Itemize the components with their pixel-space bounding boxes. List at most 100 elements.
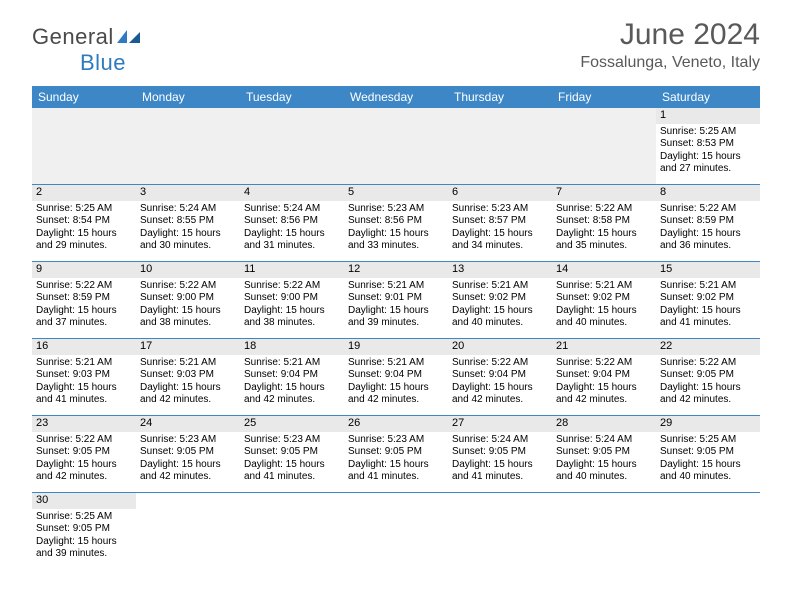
sunset-text: Sunset: 8:53 PM	[660, 138, 756, 151]
calendar-day-cell: 9Sunrise: 5:22 AMSunset: 8:59 PMDaylight…	[32, 262, 136, 338]
sunset-text: Sunset: 9:04 PM	[244, 369, 340, 382]
day-number: 11	[240, 262, 344, 278]
calendar-day-cell: 29Sunrise: 5:25 AMSunset: 9:05 PMDayligh…	[656, 416, 760, 492]
daylight-text: and 42 minutes.	[348, 394, 444, 407]
sunset-text: Sunset: 8:55 PM	[140, 215, 236, 228]
calendar-day-cell: 23Sunrise: 5:22 AMSunset: 9:05 PMDayligh…	[32, 416, 136, 492]
daylight-text: Daylight: 15 hours	[36, 459, 132, 472]
calendar-empty-cell	[552, 493, 656, 569]
sunrise-text: Sunrise: 5:24 AM	[244, 203, 340, 216]
daylight-text: and 31 minutes.	[244, 240, 340, 253]
logo-text-general: General	[32, 24, 114, 49]
weekday-header: Saturday	[656, 86, 760, 108]
daylight-text: Daylight: 15 hours	[660, 459, 756, 472]
daylight-text: and 39 minutes.	[348, 317, 444, 330]
calendar-day-cell: 6Sunrise: 5:23 AMSunset: 8:57 PMDaylight…	[448, 185, 552, 261]
daylight-text: and 37 minutes.	[36, 317, 132, 330]
calendar-empty-cell	[344, 108, 448, 184]
sunrise-text: Sunrise: 5:21 AM	[36, 357, 132, 370]
calendar-day-cell: 1Sunrise: 5:25 AMSunset: 8:53 PMDaylight…	[656, 108, 760, 184]
day-number: 9	[32, 262, 136, 278]
day-number: 8	[656, 185, 760, 201]
weekday-header: Tuesday	[240, 86, 344, 108]
sunrise-text: Sunrise: 5:23 AM	[348, 203, 444, 216]
sunset-text: Sunset: 9:03 PM	[36, 369, 132, 382]
day-number: 17	[136, 339, 240, 355]
weekday-header: Wednesday	[344, 86, 448, 108]
day-number: 3	[136, 185, 240, 201]
daylight-text: and 41 minutes.	[348, 471, 444, 484]
calendar-week-row: 9Sunrise: 5:22 AMSunset: 8:59 PMDaylight…	[32, 262, 760, 339]
sunrise-text: Sunrise: 5:22 AM	[556, 203, 652, 216]
sunset-text: Sunset: 9:05 PM	[36, 446, 132, 459]
daylight-text: and 34 minutes.	[452, 240, 548, 253]
sunrise-text: Sunrise: 5:22 AM	[660, 203, 756, 216]
day-number: 30	[32, 493, 136, 509]
daylight-text: Daylight: 15 hours	[244, 382, 340, 395]
calendar-week-row: 16Sunrise: 5:21 AMSunset: 9:03 PMDayligh…	[32, 339, 760, 416]
calendar-day-cell: 3Sunrise: 5:24 AMSunset: 8:55 PMDaylight…	[136, 185, 240, 261]
calendar-day-cell: 25Sunrise: 5:23 AMSunset: 9:05 PMDayligh…	[240, 416, 344, 492]
calendar-day-cell: 8Sunrise: 5:22 AMSunset: 8:59 PMDaylight…	[656, 185, 760, 261]
daylight-text: and 36 minutes.	[660, 240, 756, 253]
sunset-text: Sunset: 9:05 PM	[556, 446, 652, 459]
weekday-header: Thursday	[448, 86, 552, 108]
sunset-text: Sunset: 9:05 PM	[140, 446, 236, 459]
sunrise-text: Sunrise: 5:22 AM	[244, 280, 340, 293]
calendar-day-cell: 26Sunrise: 5:23 AMSunset: 9:05 PMDayligh…	[344, 416, 448, 492]
daylight-text: Daylight: 15 hours	[140, 305, 236, 318]
sunset-text: Sunset: 9:03 PM	[140, 369, 236, 382]
day-number: 23	[32, 416, 136, 432]
daylight-text: and 27 minutes.	[660, 163, 756, 176]
day-number: 22	[656, 339, 760, 355]
sunset-text: Sunset: 9:05 PM	[660, 369, 756, 382]
sunset-text: Sunset: 9:04 PM	[556, 369, 652, 382]
calendar-day-cell: 27Sunrise: 5:24 AMSunset: 9:05 PMDayligh…	[448, 416, 552, 492]
daylight-text: Daylight: 15 hours	[452, 228, 548, 241]
calendar-day-cell: 11 Sunrise: 5:22 AMSunset: 9:00 PMDayligh…	[240, 262, 344, 338]
daylight-text: and 42 minutes.	[36, 471, 132, 484]
daylight-text: and 42 minutes.	[452, 394, 548, 407]
daylight-text: and 30 minutes.	[140, 240, 236, 253]
calendar-day-cell: 19Sunrise: 5:21 AMSunset: 9:04 PMDayligh…	[344, 339, 448, 415]
sunrise-text: Sunrise: 5:21 AM	[452, 280, 548, 293]
calendar-day-cell: 14Sunrise: 5:21 AMSunset: 9:02 PMDayligh…	[552, 262, 656, 338]
daylight-text: and 42 minutes.	[660, 394, 756, 407]
calendar-empty-cell	[552, 108, 656, 184]
calendar: Sunday Monday Tuesday Wednesday Thursday…	[32, 86, 760, 569]
day-number: 1	[656, 108, 760, 124]
daylight-text: Daylight: 15 hours	[244, 305, 340, 318]
sunrise-text: Sunrise: 5:21 AM	[244, 357, 340, 370]
day-number: 7	[552, 185, 656, 201]
sunset-text: Sunset: 9:00 PM	[244, 292, 340, 305]
daylight-text: and 40 minutes.	[660, 471, 756, 484]
calendar-day-cell: 21Sunrise: 5:22 AMSunset: 9:04 PMDayligh…	[552, 339, 656, 415]
day-number: 26	[344, 416, 448, 432]
sunrise-text: Sunrise: 5:23 AM	[140, 434, 236, 447]
sunset-text: Sunset: 9:02 PM	[452, 292, 548, 305]
calendar-empty-cell	[448, 493, 552, 569]
sunrise-text: Sunrise: 5:22 AM	[140, 280, 236, 293]
sunset-text: Sunset: 9:01 PM	[348, 292, 444, 305]
day-number: 5	[344, 185, 448, 201]
daylight-text: and 41 minutes.	[660, 317, 756, 330]
daylight-text: Daylight: 15 hours	[140, 459, 236, 472]
sunrise-text: Sunrise: 5:22 AM	[452, 357, 548, 370]
sunset-text: Sunset: 9:05 PM	[348, 446, 444, 459]
daylight-text: Daylight: 15 hours	[140, 382, 236, 395]
calendar-week-row: 23Sunrise: 5:22 AMSunset: 9:05 PMDayligh…	[32, 416, 760, 493]
calendar-day-cell: 18Sunrise: 5:21 AMSunset: 9:04 PMDayligh…	[240, 339, 344, 415]
daylight-text: and 35 minutes.	[556, 240, 652, 253]
calendar-day-cell: 17Sunrise: 5:21 AMSunset: 9:03 PMDayligh…	[136, 339, 240, 415]
calendar-day-cell: 28Sunrise: 5:24 AMSunset: 9:05 PMDayligh…	[552, 416, 656, 492]
calendar-day-cell: 12Sunrise: 5:21 AMSunset: 9:01 PMDayligh…	[344, 262, 448, 338]
daylight-text: and 29 minutes.	[36, 240, 132, 253]
daylight-text: Daylight: 15 hours	[660, 305, 756, 318]
sunrise-text: Sunrise: 5:21 AM	[660, 280, 756, 293]
sunset-text: Sunset: 9:05 PM	[36, 523, 132, 536]
calendar-week-row: 2Sunrise: 5:25 AMSunset: 8:54 PMDaylight…	[32, 185, 760, 262]
daylight-text: Daylight: 15 hours	[556, 228, 652, 241]
calendar-day-cell: 22Sunrise: 5:22 AMSunset: 9:05 PMDayligh…	[656, 339, 760, 415]
sunrise-text: Sunrise: 5:24 AM	[452, 434, 548, 447]
weekday-header: Friday	[552, 86, 656, 108]
